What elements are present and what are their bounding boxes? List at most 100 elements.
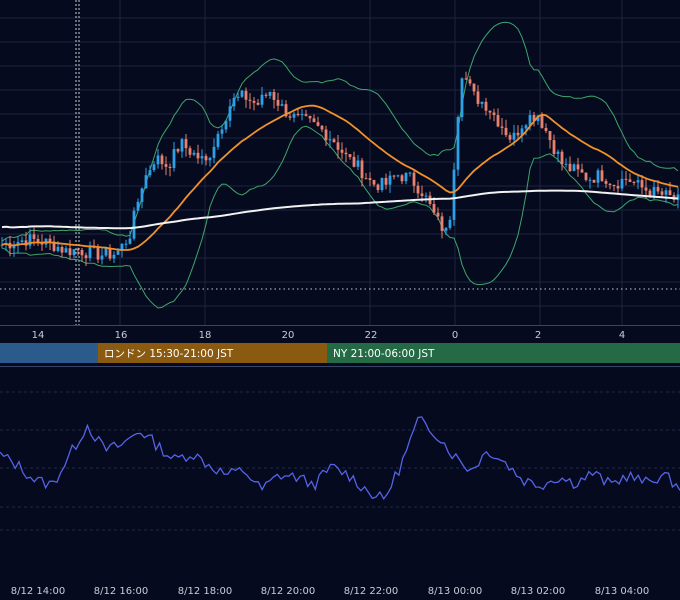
candle-body xyxy=(128,238,132,244)
candle xyxy=(60,245,64,258)
candle-body xyxy=(136,201,140,211)
candle-body xyxy=(312,118,316,123)
session-segment: ロンドン 15:30-21:00 JST xyxy=(98,343,327,363)
candle xyxy=(272,88,276,109)
candle xyxy=(184,133,188,157)
candle-body xyxy=(288,116,292,118)
candle xyxy=(356,154,360,171)
candle xyxy=(316,116,320,127)
candle xyxy=(136,198,140,212)
candle xyxy=(440,212,444,239)
candle-body xyxy=(416,185,420,194)
bollinger-bands xyxy=(1,21,679,309)
candle xyxy=(504,119,508,138)
candle-body xyxy=(120,243,124,251)
candle-body xyxy=(56,246,60,251)
candle xyxy=(52,235,56,253)
oscillator-grid xyxy=(0,391,680,531)
candle-body xyxy=(116,250,120,255)
candle-body xyxy=(356,160,360,167)
candle-body xyxy=(268,91,272,96)
candle xyxy=(520,125,524,143)
candle-body xyxy=(640,180,644,188)
candle xyxy=(148,165,152,178)
candle-body xyxy=(208,157,212,161)
candle-body xyxy=(596,170,600,183)
candle xyxy=(164,156,168,176)
candle-body xyxy=(284,104,288,117)
candle xyxy=(552,134,556,157)
candle xyxy=(228,99,232,128)
candle xyxy=(416,181,420,198)
moving-average-fast xyxy=(1,104,679,251)
candle-body xyxy=(612,184,616,187)
candle xyxy=(576,157,580,177)
candle xyxy=(88,241,92,262)
candle-body xyxy=(112,254,116,259)
candle-body xyxy=(340,149,344,153)
candle-body xyxy=(104,248,108,256)
candle xyxy=(524,123,528,136)
candle-body xyxy=(328,139,332,141)
candle-body xyxy=(536,115,540,121)
candle-body xyxy=(376,184,380,191)
candle-body xyxy=(348,154,352,157)
candle-body xyxy=(400,175,404,182)
candle-body xyxy=(108,248,112,259)
candle-body xyxy=(472,83,476,92)
candle-body xyxy=(260,94,264,105)
candle xyxy=(232,93,236,111)
candle xyxy=(404,172,408,185)
candle xyxy=(128,230,132,245)
candle-body xyxy=(184,139,188,149)
candle xyxy=(308,115,312,123)
main-x-tick-label: 14 xyxy=(32,330,45,341)
candle-body xyxy=(172,149,176,168)
candle xyxy=(432,197,436,215)
candle-body xyxy=(372,179,376,185)
candle xyxy=(516,125,520,139)
candle xyxy=(256,99,260,106)
candle xyxy=(156,149,160,169)
candle xyxy=(76,247,80,256)
candle-body xyxy=(276,99,280,106)
candle xyxy=(564,158,568,168)
candle-body xyxy=(252,100,256,103)
candle xyxy=(500,118,504,135)
candle-body xyxy=(628,179,632,182)
candle-body xyxy=(484,101,488,111)
candle xyxy=(104,247,108,257)
candle xyxy=(192,150,196,157)
candle-body xyxy=(648,190,652,197)
candle xyxy=(424,192,428,203)
candle-body xyxy=(448,219,452,228)
candle-body xyxy=(380,177,384,191)
candle-body xyxy=(60,246,64,253)
candle xyxy=(160,153,164,170)
candle-body xyxy=(180,139,184,152)
candle-body xyxy=(0,244,4,246)
candle xyxy=(100,247,104,265)
candle-body xyxy=(552,140,556,154)
candle-body xyxy=(424,195,428,197)
candle xyxy=(488,110,492,120)
candle-body xyxy=(440,216,444,231)
candle-body xyxy=(360,160,364,179)
candle-body xyxy=(304,114,308,116)
candle xyxy=(220,124,224,139)
candle-body xyxy=(568,163,572,172)
session-label: ロンドン 15:30-21:00 JST xyxy=(104,348,234,360)
candle-body xyxy=(364,178,368,180)
main-x-tick-label: 18 xyxy=(199,330,212,341)
candle xyxy=(372,179,376,187)
candle xyxy=(624,171,628,186)
candle xyxy=(532,112,536,127)
candle-body xyxy=(28,234,32,246)
candle-body xyxy=(656,187,660,192)
candle xyxy=(468,75,472,86)
candle xyxy=(20,236,24,243)
candle-body xyxy=(256,102,260,105)
candle-body xyxy=(52,241,56,251)
candle-body xyxy=(76,249,80,251)
